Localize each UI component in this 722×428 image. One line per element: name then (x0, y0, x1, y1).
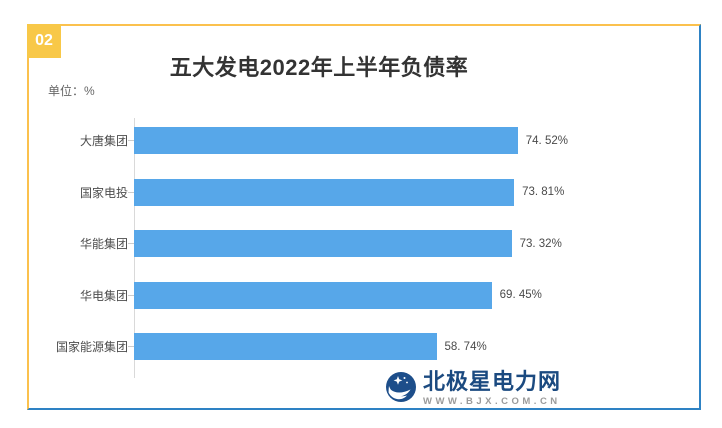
category-label: 华电集团 (79, 288, 128, 303)
value-label: 74. 52% (525, 134, 568, 147)
axis-tick (128, 346, 134, 348)
value-label: 69. 45% (499, 289, 542, 302)
bar (134, 281, 492, 309)
bar-row: 国家电投 73. 81% (29, 167, 699, 219)
chart-panel: 02 五大发电2022年上半年负债率 单位：% 大唐集团 74. 52% 国家电… (27, 24, 701, 410)
value-label: 73. 32% (519, 237, 562, 250)
watermark-site-url: WWW.BJX.COM.CN (423, 396, 561, 407)
watermark-text: 北极星电力网 WWW.BJX.COM.CN (423, 369, 562, 408)
value-label: 73. 81% (522, 186, 565, 199)
bar-rows: 大唐集团 74. 52% 国家电投 73. 81% 华能集团 73. 32% 华… (29, 115, 699, 373)
category-label: 大唐集团 (79, 134, 128, 149)
bar-row: 大唐集团 74. 52% (29, 115, 699, 167)
category-label: 国家电投 (79, 185, 128, 200)
category-label: 华能集团 (79, 237, 128, 252)
bar (134, 333, 437, 361)
bar-row: 国家能源集团 58. 74% (29, 321, 699, 373)
axis-tick (128, 140, 134, 142)
axis-tick (128, 243, 134, 245)
bjx-logo-icon (386, 372, 416, 402)
axis-tick (128, 294, 134, 296)
bar-row: 华电集团 69. 45% (29, 270, 699, 322)
watermark-site-name: 北极星电力网 (423, 369, 562, 394)
unit-label: 单位：% (48, 84, 95, 98)
bar (134, 127, 518, 155)
chart-title: 五大发电2022年上半年负债率 (169, 55, 469, 80)
bar (134, 230, 512, 258)
axis-tick (128, 191, 134, 193)
watermark-logo: 北极星电力网 WWW.BJX.COM.CN (386, 370, 561, 407)
bar (134, 178, 515, 206)
section-number-badge: 02 (27, 24, 61, 58)
category-label: 国家能源集团 (55, 340, 128, 355)
value-label: 58. 74% (444, 340, 487, 353)
bar-row: 华能集团 73. 32% (29, 218, 699, 270)
